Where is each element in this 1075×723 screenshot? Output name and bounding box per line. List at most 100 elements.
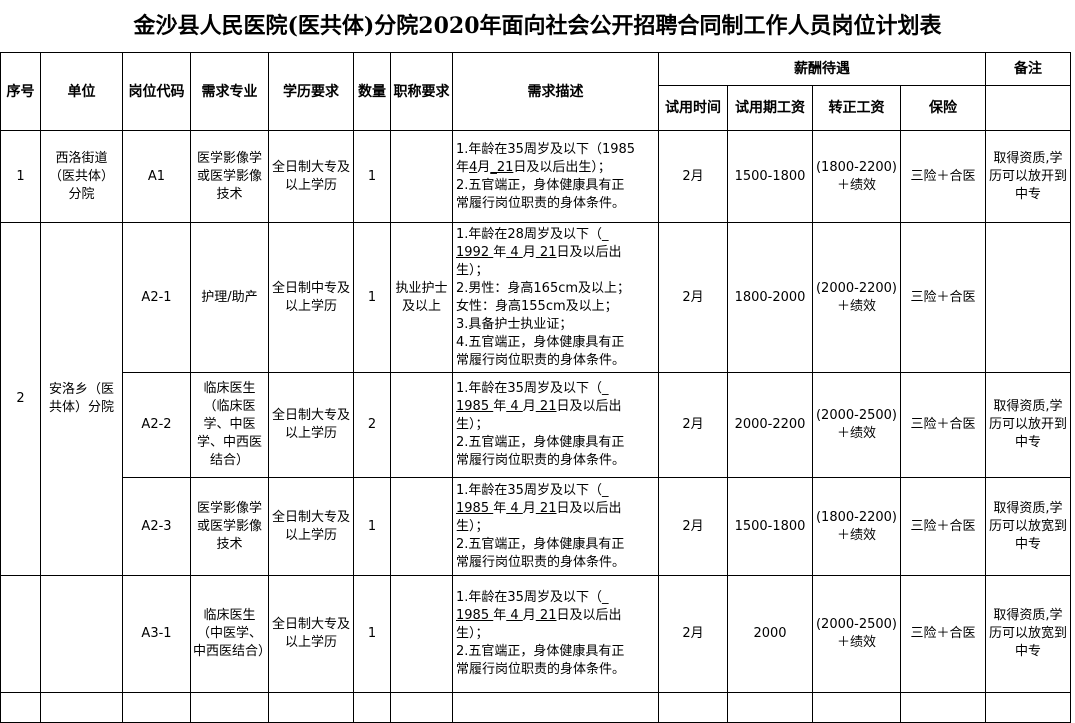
cell-major: 护理/助产 — [190, 222, 269, 373]
cell-education: 全日制大专及以上学历 — [268, 477, 354, 576]
header-code: 岗位代码 — [122, 52, 191, 131]
cell-empty — [268, 692, 354, 723]
cell-remarks: 取得资质,学历可以放宽到中专 — [985, 477, 1071, 576]
cell-description: 1.年龄在35周岁及以下（1985 年4月_21日及以后出生）； 2.五官端正，身体… — [452, 130, 659, 223]
cell-empty — [900, 692, 986, 723]
recruitment-table: 序号 单位 岗位代码 需求专业 学历要求 数量 职称要求 需求描述 薪酬待遇 备… — [0, 52, 1071, 723]
cell-remarks — [985, 222, 1071, 373]
description-line: 2.五官端正，身体健康具有正 — [456, 435, 625, 450]
header-insurance: 保险 — [900, 85, 986, 131]
description-line: 1985 年 4 月 21日及以后出 — [456, 608, 622, 623]
cell-education: 全日制大专及以上学历 — [268, 130, 354, 223]
cell-empty — [0, 692, 41, 723]
cell-major: 医学影像学或医学影像技术 — [190, 130, 269, 223]
cell-title-req: 执业护士及以上 — [390, 222, 453, 373]
cell-probation-pay: 1800-2000 — [727, 222, 813, 373]
cell-title-req — [390, 130, 453, 223]
cell-count: 1 — [353, 222, 391, 373]
cell-regular-pay: (1800-2200)＋绩效 — [812, 130, 901, 223]
cell-unit — [40, 575, 123, 693]
table-row: A2-3 医学影像学或医学影像技术 全日制大专及以上学历 1 1.年龄在35周岁及以下（… — [1, 477, 1071, 576]
cell-probation-pay: 2000 — [727, 575, 813, 693]
cell-empty — [452, 692, 659, 723]
description-line: 年4月_21日及以后出生）； — [456, 159, 611, 175]
cell-description: 1.年龄在28周岁及以下（_ 1992 年 4 月 21日及以后出 生）； 2.男性：… — [452, 222, 659, 373]
cell-code: A2-3 — [122, 477, 191, 576]
description-line: 1992 年 4 月 21日及以后出 — [456, 244, 622, 260]
description-line: 生）； — [456, 518, 489, 534]
cell-title-req — [390, 477, 453, 576]
cell-empty — [122, 692, 191, 723]
cell-probation-pay: 1500-1800 — [727, 130, 813, 223]
header-count: 数量 — [353, 52, 391, 131]
header-probation: 试用时间 — [658, 85, 728, 131]
cell-probation: 2月 — [658, 222, 728, 373]
description-line: 1985 年 4 月 21日及以后出 — [456, 500, 622, 516]
header-remarks-blank — [985, 85, 1071, 131]
cell-regular-pay: (2000-2500)＋绩效 — [812, 575, 901, 693]
cell-empty — [190, 692, 269, 723]
cell-description: 1.年龄在35周岁及以下（_ 1985 年 4 月 21日及以后出 生）； 2.五官端… — [452, 477, 659, 576]
cell-empty — [727, 692, 813, 723]
description-line: 2.男性：身高165cm及以上； — [456, 280, 631, 296]
table-row: 2 安洛乡（医共体）分院 A2-1 护理/助产 全日制中专及以上学历 1 执业护士及以上 1.… — [0, 222, 1071, 576]
cell-count: 1 — [353, 130, 391, 223]
cell-probation: 2月 — [658, 477, 728, 576]
cell-empty — [353, 692, 391, 723]
cell-code: A1 — [122, 130, 191, 223]
description-line: 生）； — [456, 262, 489, 278]
header-major: 需求专业 — [190, 52, 269, 131]
cell-regular-pay: (2000-2200)＋绩效 — [812, 222, 901, 373]
cell-title-req — [390, 575, 453, 693]
cell-empty — [390, 692, 453, 723]
cell-insurance: 三险＋合医 — [900, 477, 986, 576]
cell-seq: 2 — [0, 222, 41, 576]
table-row: A2-2 临床医生（临床医学、中医学、中西医结合） 全日制大专及以上学历 2 1.年龄在… — [1, 372, 1071, 478]
page-title: 金沙县人民医院(医共体)分院2020年面向社会公开招聘合同制工作人员岗位计划表 — [133, 13, 942, 39]
description-line: 生）； — [456, 626, 489, 641]
cell-code: A2-2 — [122, 372, 191, 478]
cell-insurance: 三险＋合医 — [900, 575, 986, 693]
cell-probation: 2月 — [658, 575, 728, 693]
table-row: 1 西洛街道（医共体）分院 A1 医学影像学或医学影像技术 全日制大专及以上学历 1 1.年… — [0, 130, 1071, 223]
description-line: 常履行岗位职责的身体条件。 — [456, 554, 626, 570]
cell-major: 临床医生（中医学、中西医结合） — [190, 575, 269, 693]
header-seq: 序号 — [0, 52, 41, 131]
cell-insurance: 三险＋合医 — [900, 222, 986, 373]
description-line: 2.五官端正，身体健康具有正 — [456, 177, 625, 193]
cell-major: 临床医生（临床医学、中医学、中西医结合） — [190, 372, 269, 478]
header-regular-pay: 转正工资 — [812, 85, 901, 131]
cell-title-req — [390, 372, 453, 478]
description-line: 常履行岗位职责的身体条件。 — [456, 662, 626, 677]
cell-regular-pay: (2000-2500)＋绩效 — [812, 372, 901, 478]
cell-seq — [0, 575, 41, 693]
cell-count: 1 — [353, 477, 391, 576]
cell-code: A3-1 — [122, 575, 191, 693]
description-line: 常履行岗位职责的身体条件。 — [456, 195, 626, 211]
description-line: 1.年龄在35周岁及以下（_ — [456, 482, 609, 498]
cell-insurance: 三险＋合医 — [900, 130, 986, 223]
description-line: 1.年龄在35周岁及以下（1985 — [456, 141, 636, 157]
header-title-req: 职称要求 — [390, 52, 453, 131]
description-line: 1.年龄在35周岁及以下（_ — [456, 381, 609, 396]
description-line: 1.年龄在28周岁及以下（_ — [456, 226, 609, 242]
description-line: 1985 年 4 月 21日及以后出 — [456, 399, 622, 414]
cell-regular-pay: (1800-2200)＋绩效 — [812, 477, 901, 576]
table-row-partial — [0, 692, 1071, 723]
cell-description: 1.年龄在35周岁及以下（_ 1985 年 4 月 21日及以后出 生）； 2.五官端… — [452, 575, 659, 693]
cell-probation: 2月 — [658, 130, 728, 223]
cell-remarks: 取得资质,学历可以放宽到中专 — [985, 575, 1071, 693]
cell-empty — [658, 692, 728, 723]
header-probation-pay: 试用期工资 — [727, 85, 813, 131]
header-unit: 单位 — [40, 52, 123, 131]
cell-education: 全日制中专及以上学历 — [268, 222, 354, 373]
cell-probation: 2月 — [658, 372, 728, 478]
cell-count: 1 — [353, 575, 391, 693]
header-education: 学历要求 — [268, 52, 354, 131]
cell-count: 2 — [353, 372, 391, 478]
cell-seq: 1 — [0, 130, 41, 223]
cell-remarks: 取得资质,学历可以放开到中专 — [985, 130, 1071, 223]
cell-major: 医学影像学或医学影像技术 — [190, 477, 269, 576]
header-salary-group: 薪酬待遇 — [658, 52, 986, 86]
cell-remarks: 取得资质,学历可以放开到中专 — [985, 372, 1071, 478]
